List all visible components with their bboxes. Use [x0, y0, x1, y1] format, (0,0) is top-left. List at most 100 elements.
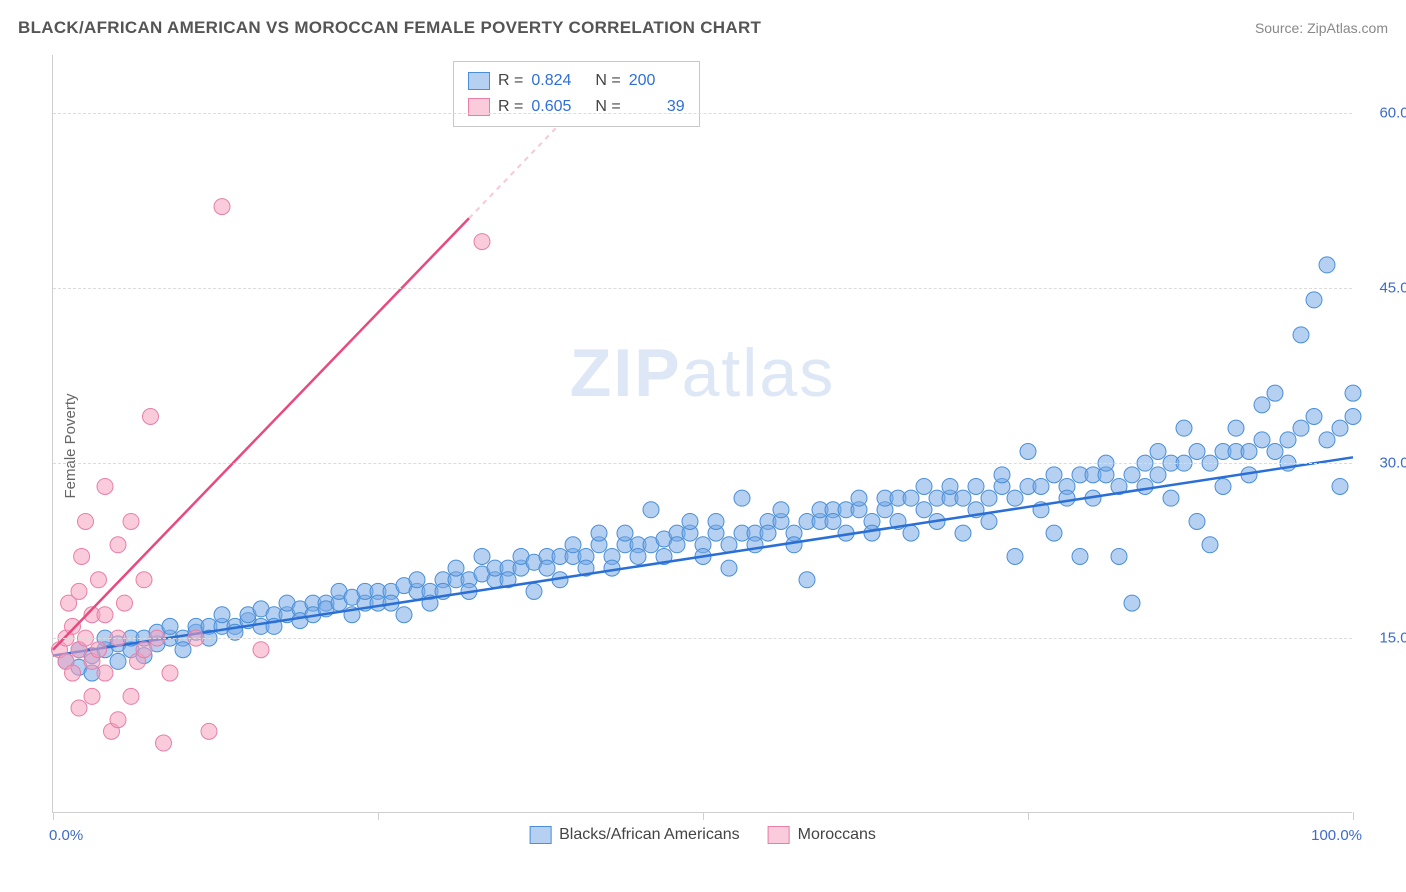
scatter-point: [162, 618, 178, 634]
scatter-point: [91, 572, 107, 588]
legend-row-series1: R = 0.824 N = 200: [468, 68, 685, 94]
scatter-point: [1241, 443, 1257, 459]
scatter-point: [110, 653, 126, 669]
scatter-point: [1163, 490, 1179, 506]
scatter-point: [916, 478, 932, 494]
scatter-point: [1228, 420, 1244, 436]
scatter-point: [1059, 490, 1075, 506]
swatch-series1: [468, 72, 490, 90]
scatter-point: [1072, 548, 1088, 564]
scatter-point: [526, 583, 542, 599]
scatter-point: [708, 513, 724, 529]
scatter-point: [734, 490, 750, 506]
scatter-point: [565, 537, 581, 553]
scatter-point: [760, 525, 776, 541]
gridline: [53, 638, 1352, 639]
scatter-point: [1150, 467, 1166, 483]
scatter-point: [396, 607, 412, 623]
scatter-point: [1020, 443, 1036, 459]
correlation-legend: R = 0.824 N = 200 R = 0.605 N = 39: [453, 61, 700, 127]
scatter-point: [1319, 432, 1335, 448]
y-gridline-label: 15.0%: [1379, 630, 1406, 647]
chart-svg: [53, 55, 1352, 812]
scatter-point: [1111, 548, 1127, 564]
scatter-point: [1007, 548, 1023, 564]
scatter-point: [123, 688, 139, 704]
gridline: [53, 288, 1352, 289]
scatter-point: [994, 467, 1010, 483]
scatter-point: [97, 665, 113, 681]
scatter-point: [1137, 478, 1153, 494]
gridline: [53, 113, 1352, 114]
scatter-point: [97, 607, 113, 623]
scatter-point: [1267, 443, 1283, 459]
scatter-point: [591, 525, 607, 541]
scatter-point: [1293, 420, 1309, 436]
scatter-point: [201, 723, 217, 739]
scatter-point: [65, 618, 81, 634]
scatter-point: [604, 560, 620, 576]
y-gridline-label: 45.0%: [1379, 280, 1406, 297]
x-tick: [53, 812, 54, 820]
scatter-point: [981, 490, 997, 506]
bottom-legend: Blacks/African Americans Moroccans: [529, 826, 876, 844]
scatter-point: [162, 665, 178, 681]
scatter-point: [1007, 490, 1023, 506]
trend-line: [53, 457, 1353, 655]
scatter-point: [214, 607, 230, 623]
scatter-point: [955, 490, 971, 506]
plot-area: ZIPatlas R = 0.824 N = 200 R = 0.605 N =…: [52, 55, 1352, 813]
x-min-label: 0.0%: [49, 827, 83, 844]
scatter-point: [630, 548, 646, 564]
scatter-point: [1254, 397, 1270, 413]
scatter-point: [214, 199, 230, 215]
scatter-point: [117, 595, 133, 611]
bottom-legend-item-1: Moroccans: [768, 826, 876, 844]
scatter-point: [136, 642, 152, 658]
scatter-point: [825, 513, 841, 529]
scatter-point: [1124, 467, 1140, 483]
scatter-point: [143, 409, 159, 425]
chart-source: Source: ZipAtlas.com: [1255, 20, 1388, 36]
scatter-point: [71, 583, 87, 599]
scatter-point: [981, 513, 997, 529]
chart-header: BLACK/AFRICAN AMERICAN VS MOROCCAN FEMAL…: [18, 18, 1388, 38]
scatter-point: [721, 560, 737, 576]
x-max-label: 100.0%: [1311, 827, 1362, 844]
scatter-point: [903, 525, 919, 541]
scatter-point: [1345, 409, 1361, 425]
scatter-point: [864, 525, 880, 541]
scatter-point: [123, 513, 139, 529]
scatter-point: [65, 665, 81, 681]
scatter-point: [617, 525, 633, 541]
scatter-point: [786, 537, 802, 553]
scatter-point: [1319, 257, 1335, 273]
x-tick: [703, 812, 704, 820]
scatter-point: [903, 490, 919, 506]
scatter-point: [1332, 420, 1348, 436]
scatter-point: [78, 513, 94, 529]
scatter-point: [474, 548, 490, 564]
legend-row-series2: R = 0.605 N = 39: [468, 94, 685, 120]
scatter-point: [91, 642, 107, 658]
scatter-point: [539, 560, 555, 576]
scatter-point: [1046, 525, 1062, 541]
scatter-point: [799, 572, 815, 588]
y-gridline-label: 30.0%: [1379, 455, 1406, 472]
scatter-point: [773, 502, 789, 518]
scatter-point: [1189, 513, 1205, 529]
scatter-point: [1306, 409, 1322, 425]
swatch-bottom-1: [768, 826, 790, 844]
scatter-point: [682, 513, 698, 529]
scatter-point: [942, 478, 958, 494]
scatter-point: [74, 548, 90, 564]
scatter-point: [1046, 467, 1062, 483]
scatter-point: [851, 490, 867, 506]
scatter-point: [110, 712, 126, 728]
scatter-point: [955, 525, 971, 541]
y-gridline-label: 60.0%: [1379, 105, 1406, 122]
scatter-point: [1280, 432, 1296, 448]
scatter-point: [1345, 385, 1361, 401]
swatch-bottom-0: [529, 826, 551, 844]
scatter-point: [916, 502, 932, 518]
